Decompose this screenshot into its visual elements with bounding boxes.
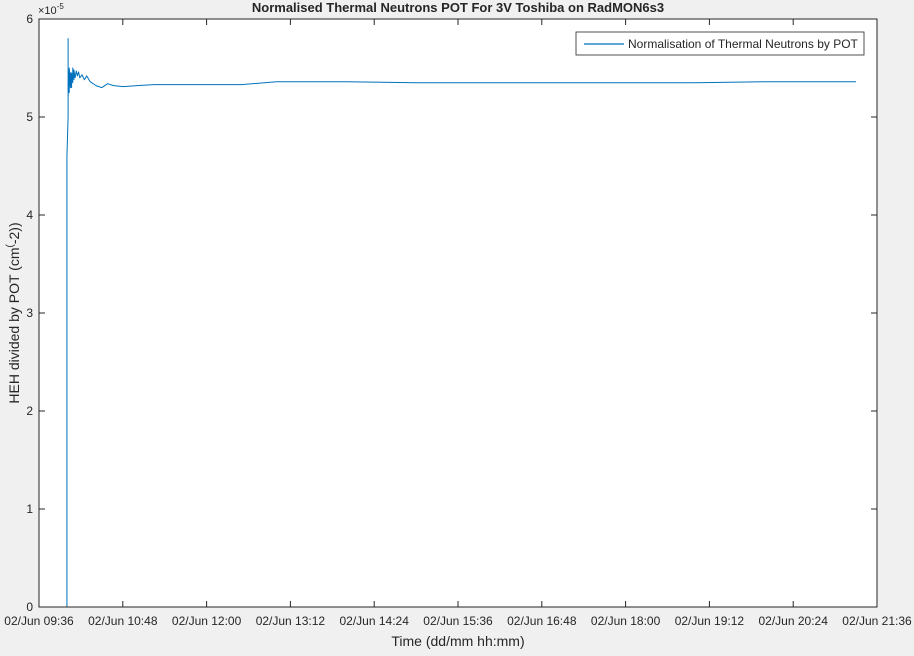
y-tick-label: 0 [26,600,33,614]
x-tick-label: 02/Jun 13:12 [256,614,326,628]
x-tick-label: 02/Jun 21:36 [842,614,912,628]
x-tick-label: 02/Jun 16:48 [507,614,577,628]
legend-entry-label: Normalisation of Thermal Neutrons by POT [628,37,859,51]
chart-title: Normalised Thermal Neutrons POT For 3V T… [252,0,664,15]
x-tick-label: 02/Jun 18:00 [591,614,661,628]
y-tick-label: 5 [26,110,33,124]
x-tick-label: 02/Jun 10:48 [88,614,158,628]
y-tick-label: 3 [26,306,33,320]
y-axis-label: HEH divided by POT (cm(-2)) [5,222,22,403]
y-exponent-label: ×10-5 [38,2,64,17]
y-tick-label: 4 [26,208,33,222]
y-tick-label: 1 [26,502,33,516]
x-tick-label: 02/Jun 12:00 [172,614,242,628]
legend: Normalisation of Thermal Neutrons by POT [575,31,865,56]
x-tick-label: 02/Jun 14:24 [339,614,409,628]
x-tick-label: 02/Jun 15:36 [423,614,493,628]
y-tick-label: 2 [26,404,33,418]
x-tick-label: 02/Jun 19:12 [675,614,745,628]
y-tick-label: 6 [26,12,33,26]
x-axis-label: Time (dd/mm hh:mm) [391,633,524,649]
x-tick-label: 02/Jun 20:24 [758,614,828,628]
plot-area [39,19,877,607]
series-line-0 [66,38,857,607]
x-tick-label: 02/Jun 09:36 [4,614,74,628]
legend-box [575,31,865,56]
